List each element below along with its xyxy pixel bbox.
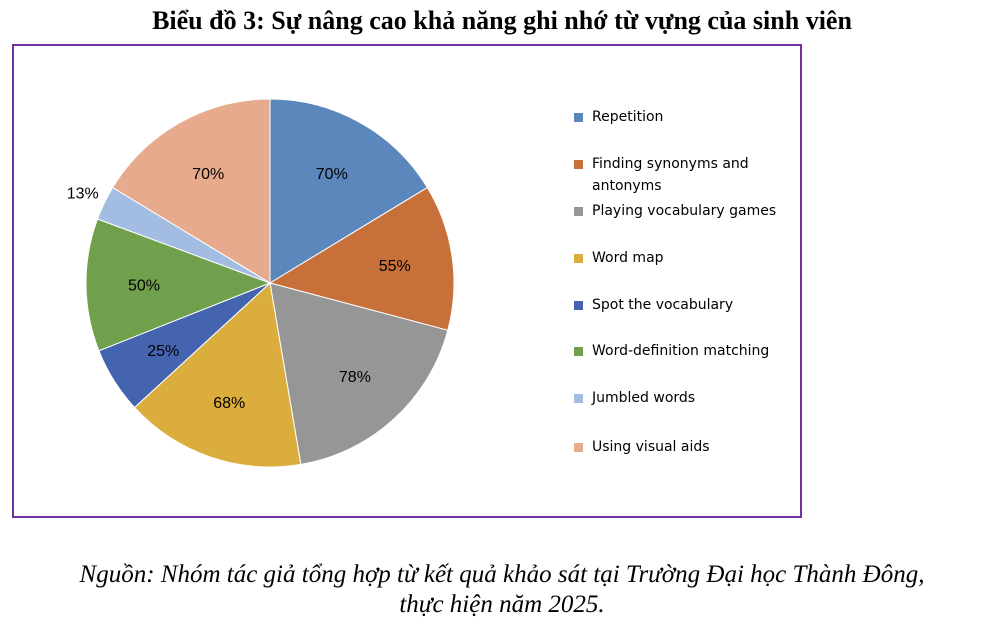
legend-swatch [574,207,583,216]
pie-slice-playing-vocabulary-games [269,282,449,465]
pie-slice-word-definition-matching [85,218,272,352]
legend-label: Word map [592,250,664,266]
legend-swatch [574,254,583,263]
slice-data-label: 25% [147,343,179,360]
source-line-2: thực hiện năm 2025. [399,591,605,618]
slice-data-label: 50% [128,277,160,294]
pie-slice-repetition [269,98,428,284]
slice-data-label: 70% [316,166,348,183]
legend-swatch [574,443,583,452]
pie-slice-finding-synonyms-and-antonyms [268,186,455,331]
legend-swatch [574,347,583,356]
legend-item: Playing vocabulary games [574,200,792,222]
legend-item: Spot the vocabulary [574,294,792,316]
slice-data-label: 55% [379,258,411,275]
legend-label: Word-definition matching [592,343,770,359]
source-note: Nguồn: Nhóm tác giả tổng hợp từ kết quả … [0,560,1004,620]
pie-slice-word-map [133,282,302,468]
pie-slice-using-visual-aids [112,98,271,284]
legend-item: Using visual aids [574,436,792,458]
legend-item: Word map [574,247,792,269]
legend-item: Jumbled words [574,387,792,409]
legend-label: Jumbled words [592,390,696,406]
chart-title: Biểu đồ 3: Sự nâng cao khả năng ghi nhớ … [152,6,852,35]
slice-data-label: 13% [67,185,99,202]
legend-label: Repetition [592,109,664,125]
legend-swatch [574,301,583,310]
legend-label: Spot the vocabulary [592,297,734,313]
legend-swatch [574,113,583,122]
slice-data-label: 70% [192,166,224,183]
slice-data-label: 68% [213,395,245,412]
legend-item: Word-definition matching [574,340,792,362]
legend-item: Repetition [574,106,792,128]
legend-label: Finding synonyms and antonyms [592,156,749,194]
legend-label: Using visual aids [592,439,710,455]
source-line-1: Nguồn: Nhóm tác giả tổng hợp từ kết quả … [79,561,925,588]
pie-chart: 70% 55% 78% 68% 25% 50% 13% 70% [67,98,455,468]
chart-frame: 70% 55% 78% 68% 25% 50% 13% 70% Repetition Findi… [12,44,802,518]
legend-item: Finding synonyms and antonyms [574,153,792,197]
slice-data-label: 78% [339,369,371,386]
legend-label: Playing vocabulary games [592,203,777,219]
legend-swatch [574,160,583,169]
legend-swatch [574,394,583,403]
